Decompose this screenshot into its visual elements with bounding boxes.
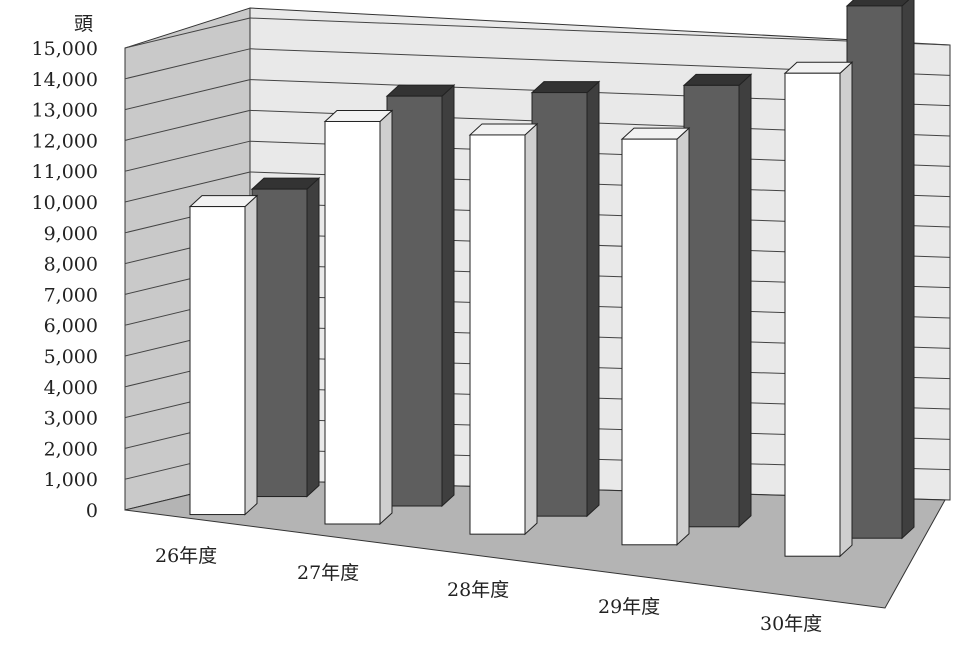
bar-series2-2 [530,80,601,518]
bar-series2-0-front [251,188,308,498]
gridline-back [249,17,951,46]
y-tick-label: 0 [86,500,98,522]
y-tick-label: 13,000 [32,100,98,122]
y-tick-label: 4,000 [44,377,98,399]
bar-series1-0-front [189,206,246,516]
gridline-side [124,109,251,141]
bar-series1-1-top [323,109,394,122]
y-tick-label: 3,000 [44,408,98,430]
bar-series2-2-front [531,92,588,517]
x-category-label: 28年度 [447,579,509,601]
bar-series2-4-front [846,5,903,539]
bar-series2-0-side [306,176,320,498]
bar-series2-2-side [586,80,600,518]
bar-series2-1-front [386,95,443,507]
bar-series2-1-side [441,84,455,508]
y-tick-label: 10,000 [32,192,98,214]
chart-labels: 頭 0 1,000 2,000 3,000 4,000 5,000 6,000 7,000 8,… [32,13,823,635]
bar-series1-1-side [379,109,393,526]
bar-series2-0-top [250,177,321,190]
bar-series1-4-side [839,61,853,558]
x-category-label: 30年度 [760,613,822,635]
bar-series1-1-front [324,120,381,525]
chart-bars [188,0,915,558]
y-axis-unit-label: 頭 [74,13,93,35]
bar-series1-3-top [620,127,691,140]
y-tick-label: 9,000 [44,223,98,245]
bar-series1-3 [620,127,691,546]
bar-series2-3-top [682,73,753,86]
bar-series1-4-front [784,72,841,557]
bar-series1-3-side [676,127,690,546]
y-tick-label: 6,000 [44,315,98,337]
x-category-label: 26年度 [155,545,217,567]
bar-series2-4 [845,0,915,540]
y-tick-label: 11,000 [32,161,98,183]
gridline-side [124,171,251,203]
bar-series1-4-top [783,61,854,74]
bar-series1-4 [783,61,854,558]
y-tick-label: 2,000 [44,438,98,460]
bar-series1-1 [323,109,394,526]
bar-series2-3-side [738,73,752,528]
bar-series2-3-front [683,84,740,528]
bar-series2-2-top [530,81,601,94]
bar-series1-0 [188,194,259,516]
y-tick-label: 12,000 [32,130,98,152]
y-tick-label: 14,000 [32,69,98,91]
bar-series1-0-side [244,194,258,516]
bar-series2-1-top [385,84,456,97]
bar-series2-3 [682,73,753,528]
gridline-side [124,140,251,172]
bar-series1-3-front [621,138,678,546]
bar-series1-0-top [188,195,259,208]
gridline-side [124,79,251,111]
y-tick-label: 15,000 [32,38,98,60]
bar-series1-2-top [468,123,539,136]
y-tick-label: 5,000 [44,346,98,368]
gridline-side [124,48,251,80]
y-tick-label: 1,000 [44,469,98,491]
x-category-label: 27年度 [297,562,359,584]
y-tick-label: 8,000 [44,254,98,276]
y-tick-label: 7,000 [44,284,98,306]
bar-series2-0 [250,176,321,498]
x-category-label: 29年度 [598,596,660,618]
bar-series2-1 [385,84,456,508]
bar-series1-2 [468,122,539,536]
bar-series1-2-front [469,134,526,535]
bar-series2-4-side [901,0,915,540]
gridline-side [124,17,251,49]
bar-series1-2-side [524,122,538,536]
